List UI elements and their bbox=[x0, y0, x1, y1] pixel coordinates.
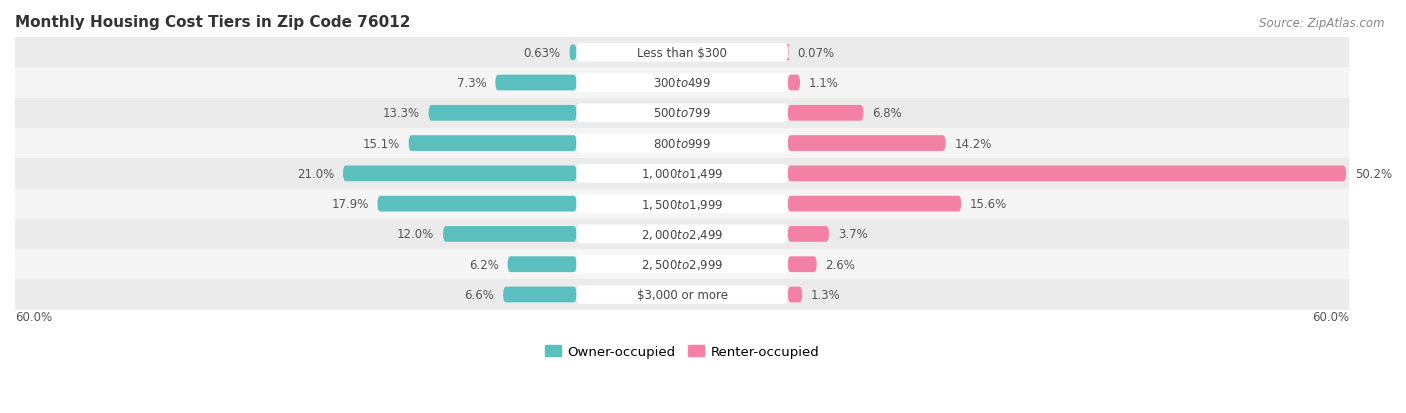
Text: $800 to $999: $800 to $999 bbox=[654, 137, 711, 150]
Bar bbox=[15, 68, 1350, 98]
FancyBboxPatch shape bbox=[787, 166, 1346, 182]
Text: 7.3%: 7.3% bbox=[457, 77, 486, 90]
FancyBboxPatch shape bbox=[503, 287, 576, 303]
Text: Source: ZipAtlas.com: Source: ZipAtlas.com bbox=[1260, 17, 1385, 29]
FancyBboxPatch shape bbox=[576, 255, 787, 274]
FancyBboxPatch shape bbox=[576, 285, 787, 304]
FancyBboxPatch shape bbox=[786, 45, 790, 61]
Text: 0.63%: 0.63% bbox=[523, 47, 561, 59]
Bar bbox=[15, 38, 1350, 68]
Text: 1.3%: 1.3% bbox=[811, 288, 841, 301]
Text: 6.8%: 6.8% bbox=[872, 107, 903, 120]
Text: Monthly Housing Cost Tiers in Zip Code 76012: Monthly Housing Cost Tiers in Zip Code 7… bbox=[15, 15, 411, 30]
FancyBboxPatch shape bbox=[343, 166, 576, 182]
Bar bbox=[15, 159, 1350, 189]
Text: 13.3%: 13.3% bbox=[382, 107, 420, 120]
Text: $500 to $799: $500 to $799 bbox=[654, 107, 711, 120]
Text: 12.0%: 12.0% bbox=[396, 228, 434, 241]
FancyBboxPatch shape bbox=[787, 287, 803, 303]
Text: 6.2%: 6.2% bbox=[468, 258, 499, 271]
FancyBboxPatch shape bbox=[576, 74, 787, 93]
FancyBboxPatch shape bbox=[787, 136, 946, 152]
Text: 1.1%: 1.1% bbox=[808, 77, 839, 90]
Legend: Owner-occupied, Renter-occupied: Owner-occupied, Renter-occupied bbox=[540, 339, 825, 363]
FancyBboxPatch shape bbox=[429, 106, 576, 121]
Text: 60.0%: 60.0% bbox=[15, 311, 52, 323]
Bar bbox=[15, 219, 1350, 249]
FancyBboxPatch shape bbox=[495, 76, 576, 91]
Text: 50.2%: 50.2% bbox=[1355, 167, 1392, 180]
Text: 21.0%: 21.0% bbox=[297, 167, 335, 180]
Text: 6.6%: 6.6% bbox=[464, 288, 495, 301]
FancyBboxPatch shape bbox=[787, 76, 800, 91]
Bar bbox=[15, 128, 1350, 159]
FancyBboxPatch shape bbox=[787, 226, 830, 242]
FancyBboxPatch shape bbox=[508, 257, 576, 273]
FancyBboxPatch shape bbox=[787, 257, 817, 273]
Bar bbox=[15, 249, 1350, 280]
FancyBboxPatch shape bbox=[576, 134, 787, 153]
FancyBboxPatch shape bbox=[569, 45, 576, 61]
Bar bbox=[15, 98, 1350, 128]
Text: $2,500 to $2,999: $2,500 to $2,999 bbox=[641, 258, 724, 272]
Text: $2,000 to $2,499: $2,000 to $2,499 bbox=[641, 228, 724, 241]
Text: 3.7%: 3.7% bbox=[838, 228, 868, 241]
Bar bbox=[15, 189, 1350, 219]
Text: 17.9%: 17.9% bbox=[332, 198, 368, 211]
Text: $300 to $499: $300 to $499 bbox=[654, 77, 711, 90]
Text: 15.6%: 15.6% bbox=[970, 198, 1008, 211]
FancyBboxPatch shape bbox=[576, 195, 787, 214]
Text: 2.6%: 2.6% bbox=[825, 258, 855, 271]
FancyBboxPatch shape bbox=[787, 106, 863, 121]
FancyBboxPatch shape bbox=[787, 196, 962, 212]
Text: 0.07%: 0.07% bbox=[797, 47, 835, 59]
FancyBboxPatch shape bbox=[576, 225, 787, 244]
FancyBboxPatch shape bbox=[443, 226, 576, 242]
Text: $1,000 to $1,499: $1,000 to $1,499 bbox=[641, 167, 724, 181]
Text: 14.2%: 14.2% bbox=[955, 137, 993, 150]
FancyBboxPatch shape bbox=[377, 196, 576, 212]
Text: $3,000 or more: $3,000 or more bbox=[637, 288, 728, 301]
FancyBboxPatch shape bbox=[576, 165, 787, 183]
FancyBboxPatch shape bbox=[576, 104, 787, 123]
Text: 60.0%: 60.0% bbox=[1312, 311, 1350, 323]
Text: 15.1%: 15.1% bbox=[363, 137, 399, 150]
Text: $1,500 to $1,999: $1,500 to $1,999 bbox=[641, 197, 724, 211]
FancyBboxPatch shape bbox=[409, 136, 576, 152]
FancyBboxPatch shape bbox=[576, 44, 787, 62]
Bar bbox=[15, 280, 1350, 310]
Text: Less than $300: Less than $300 bbox=[637, 47, 727, 59]
